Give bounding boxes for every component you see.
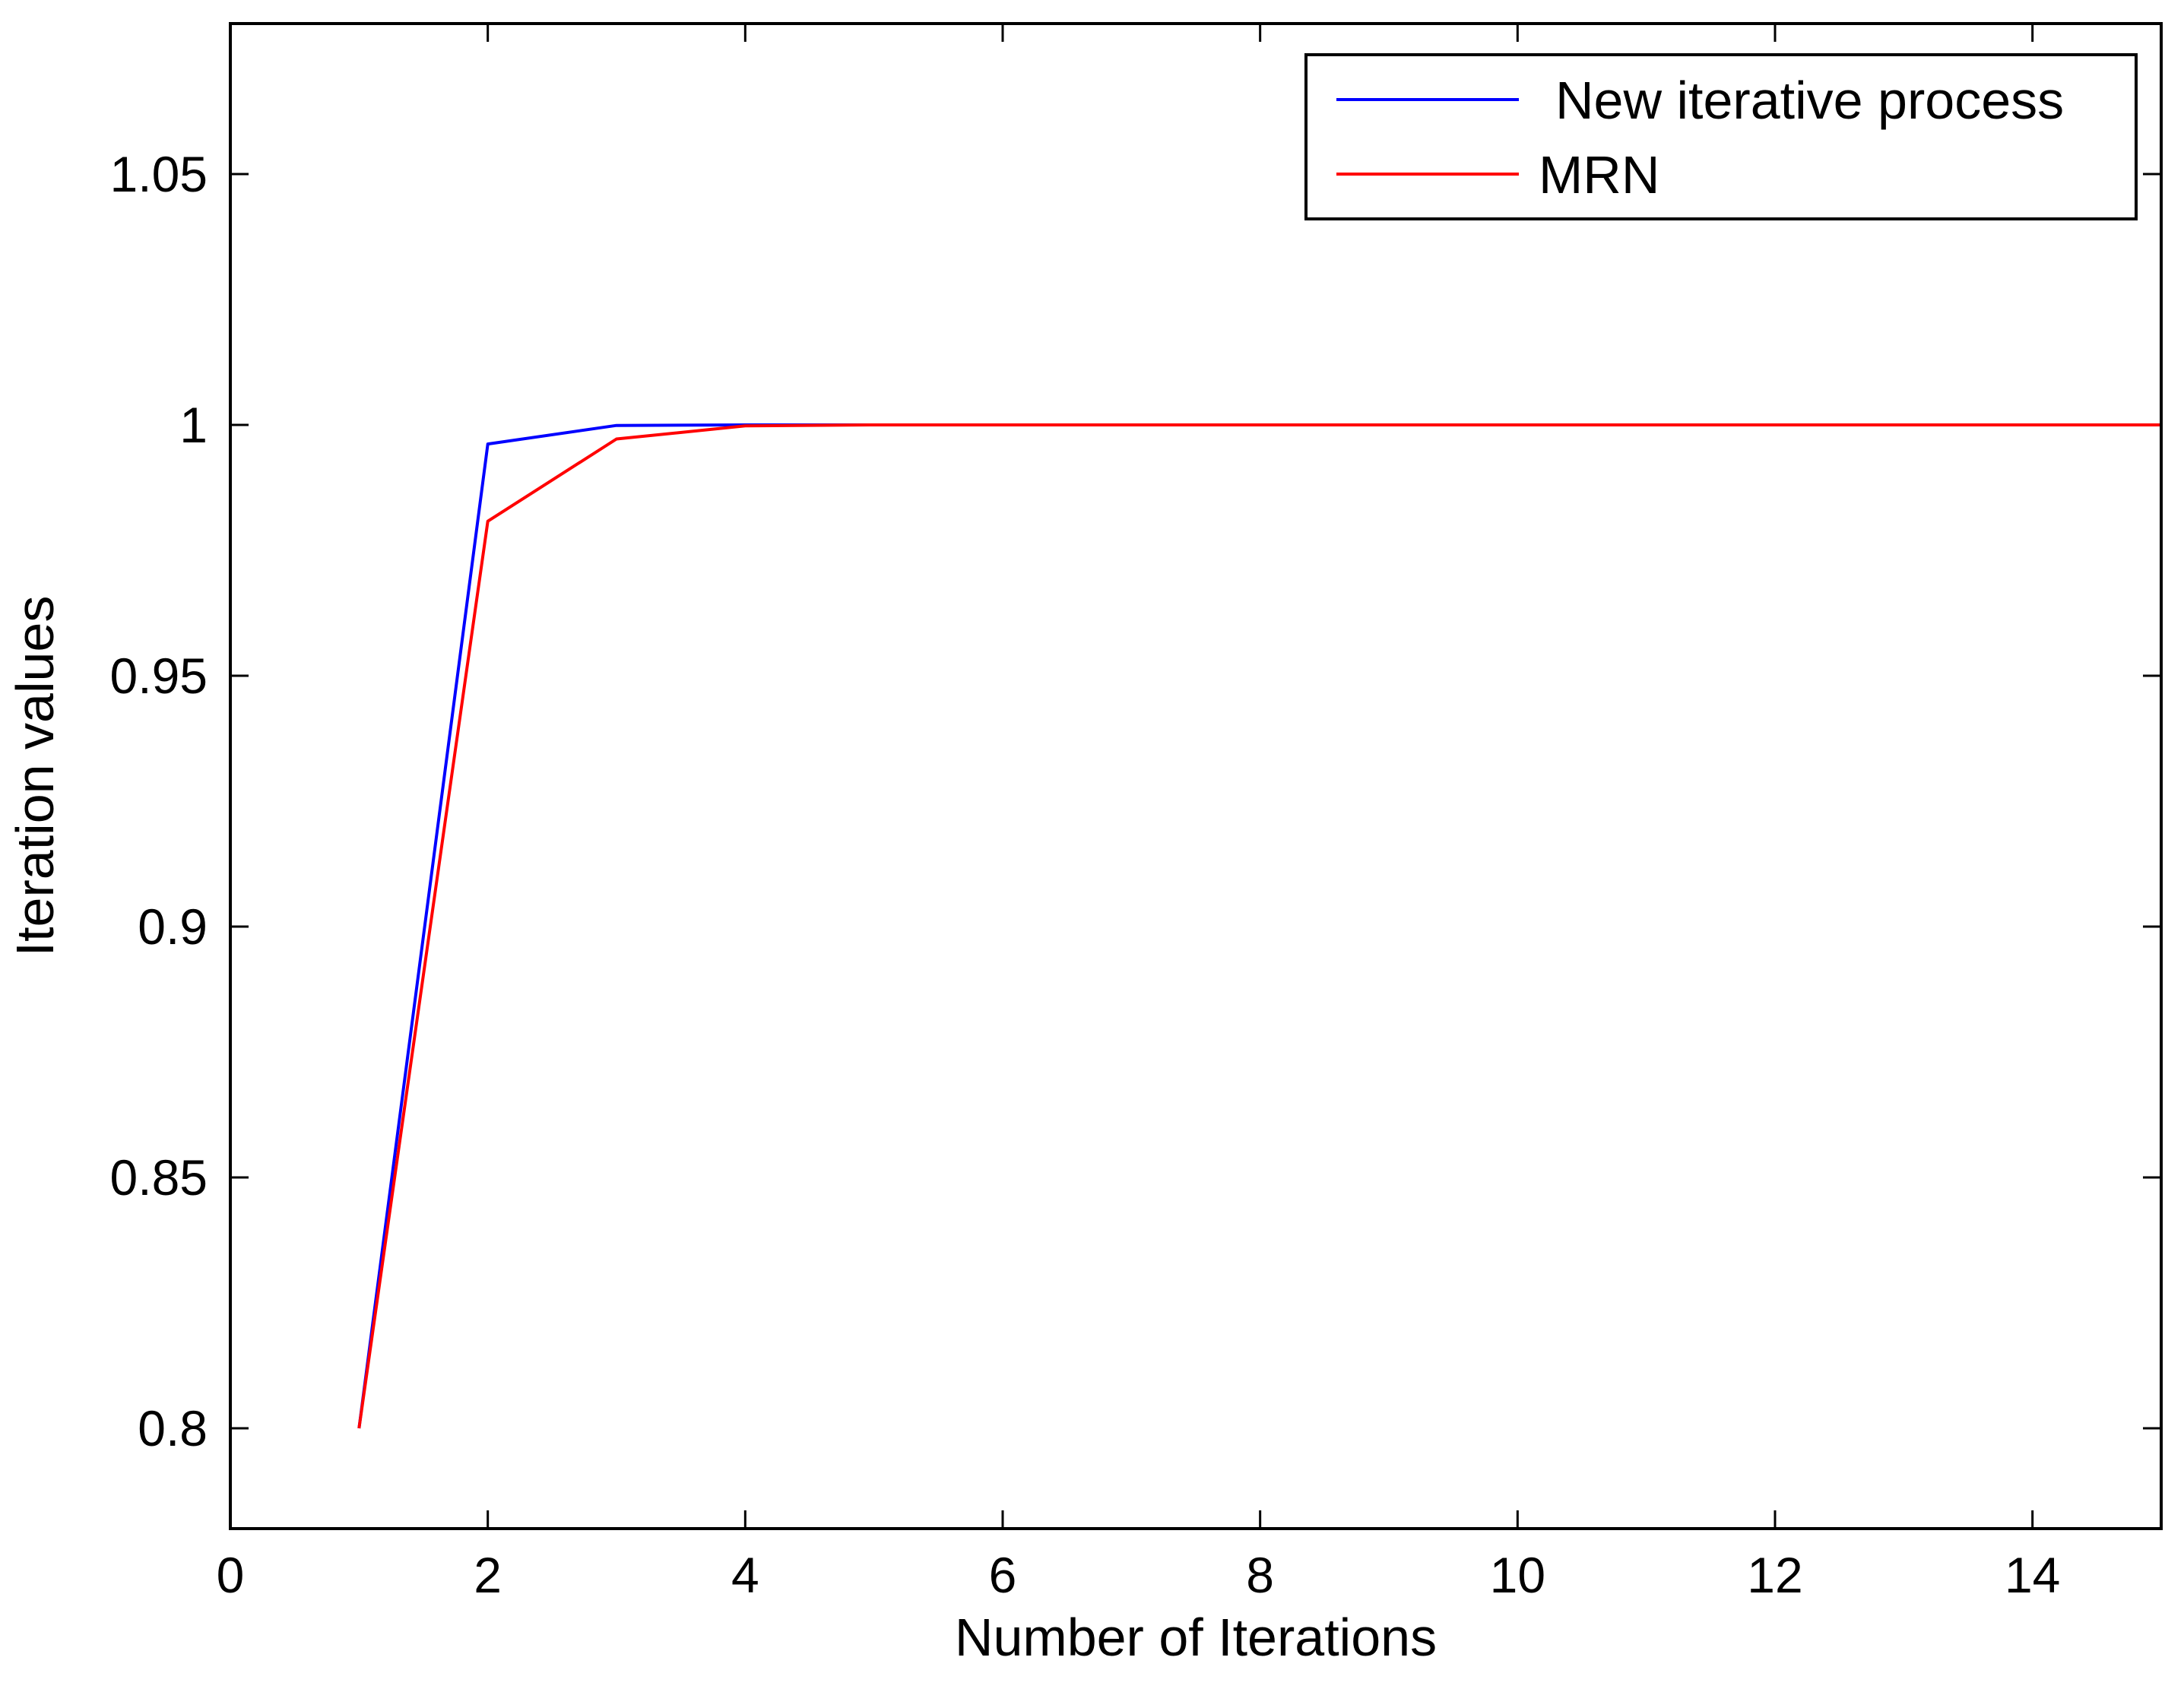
x-tick-label: 4 (731, 1547, 759, 1603)
series-line-mrn (357, 423, 2161, 1429)
y-axis-title: Iteration values (5, 596, 65, 957)
x-tick-label: 0 (217, 1547, 245, 1603)
legend-label-new-iterative-process: New iterative process (1555, 71, 2064, 130)
x-tick-label: 14 (2005, 1547, 2060, 1603)
ticks-layer (229, 24, 2161, 1529)
legend: New iterative process MRN (1304, 53, 2138, 220)
y-tick-label: 1 (179, 397, 208, 453)
y-tick-label: 0.95 (110, 648, 208, 704)
x-axis-title: Number of Iterations (955, 1608, 1437, 1667)
x-tick-label: 6 (989, 1547, 1017, 1603)
x-tick-label: 8 (1246, 1547, 1274, 1603)
y-tick-label: 0.8 (138, 1400, 208, 1456)
x-tick-label: 10 (1490, 1547, 1545, 1603)
y-tick-label: 1.05 (110, 146, 208, 202)
x-tick-label: 2 (474, 1547, 502, 1603)
series-layer (357, 423, 2161, 1429)
y-tick-label: 0.85 (110, 1149, 208, 1206)
y-tick-labels: 0.8 0.85 0.9 0.95 1 1.05 (110, 146, 208, 1456)
legend-label-mrn: MRN (1539, 145, 1659, 204)
x-tick-labels: 0 2 4 6 8 10 12 14 (217, 1547, 2061, 1603)
plot-background (230, 24, 2161, 1529)
legend-box (1304, 53, 2138, 220)
y-tick-label: 0.9 (138, 898, 208, 955)
plot-frame (229, 22, 2163, 1530)
x-tick-label: 12 (1747, 1547, 1802, 1603)
